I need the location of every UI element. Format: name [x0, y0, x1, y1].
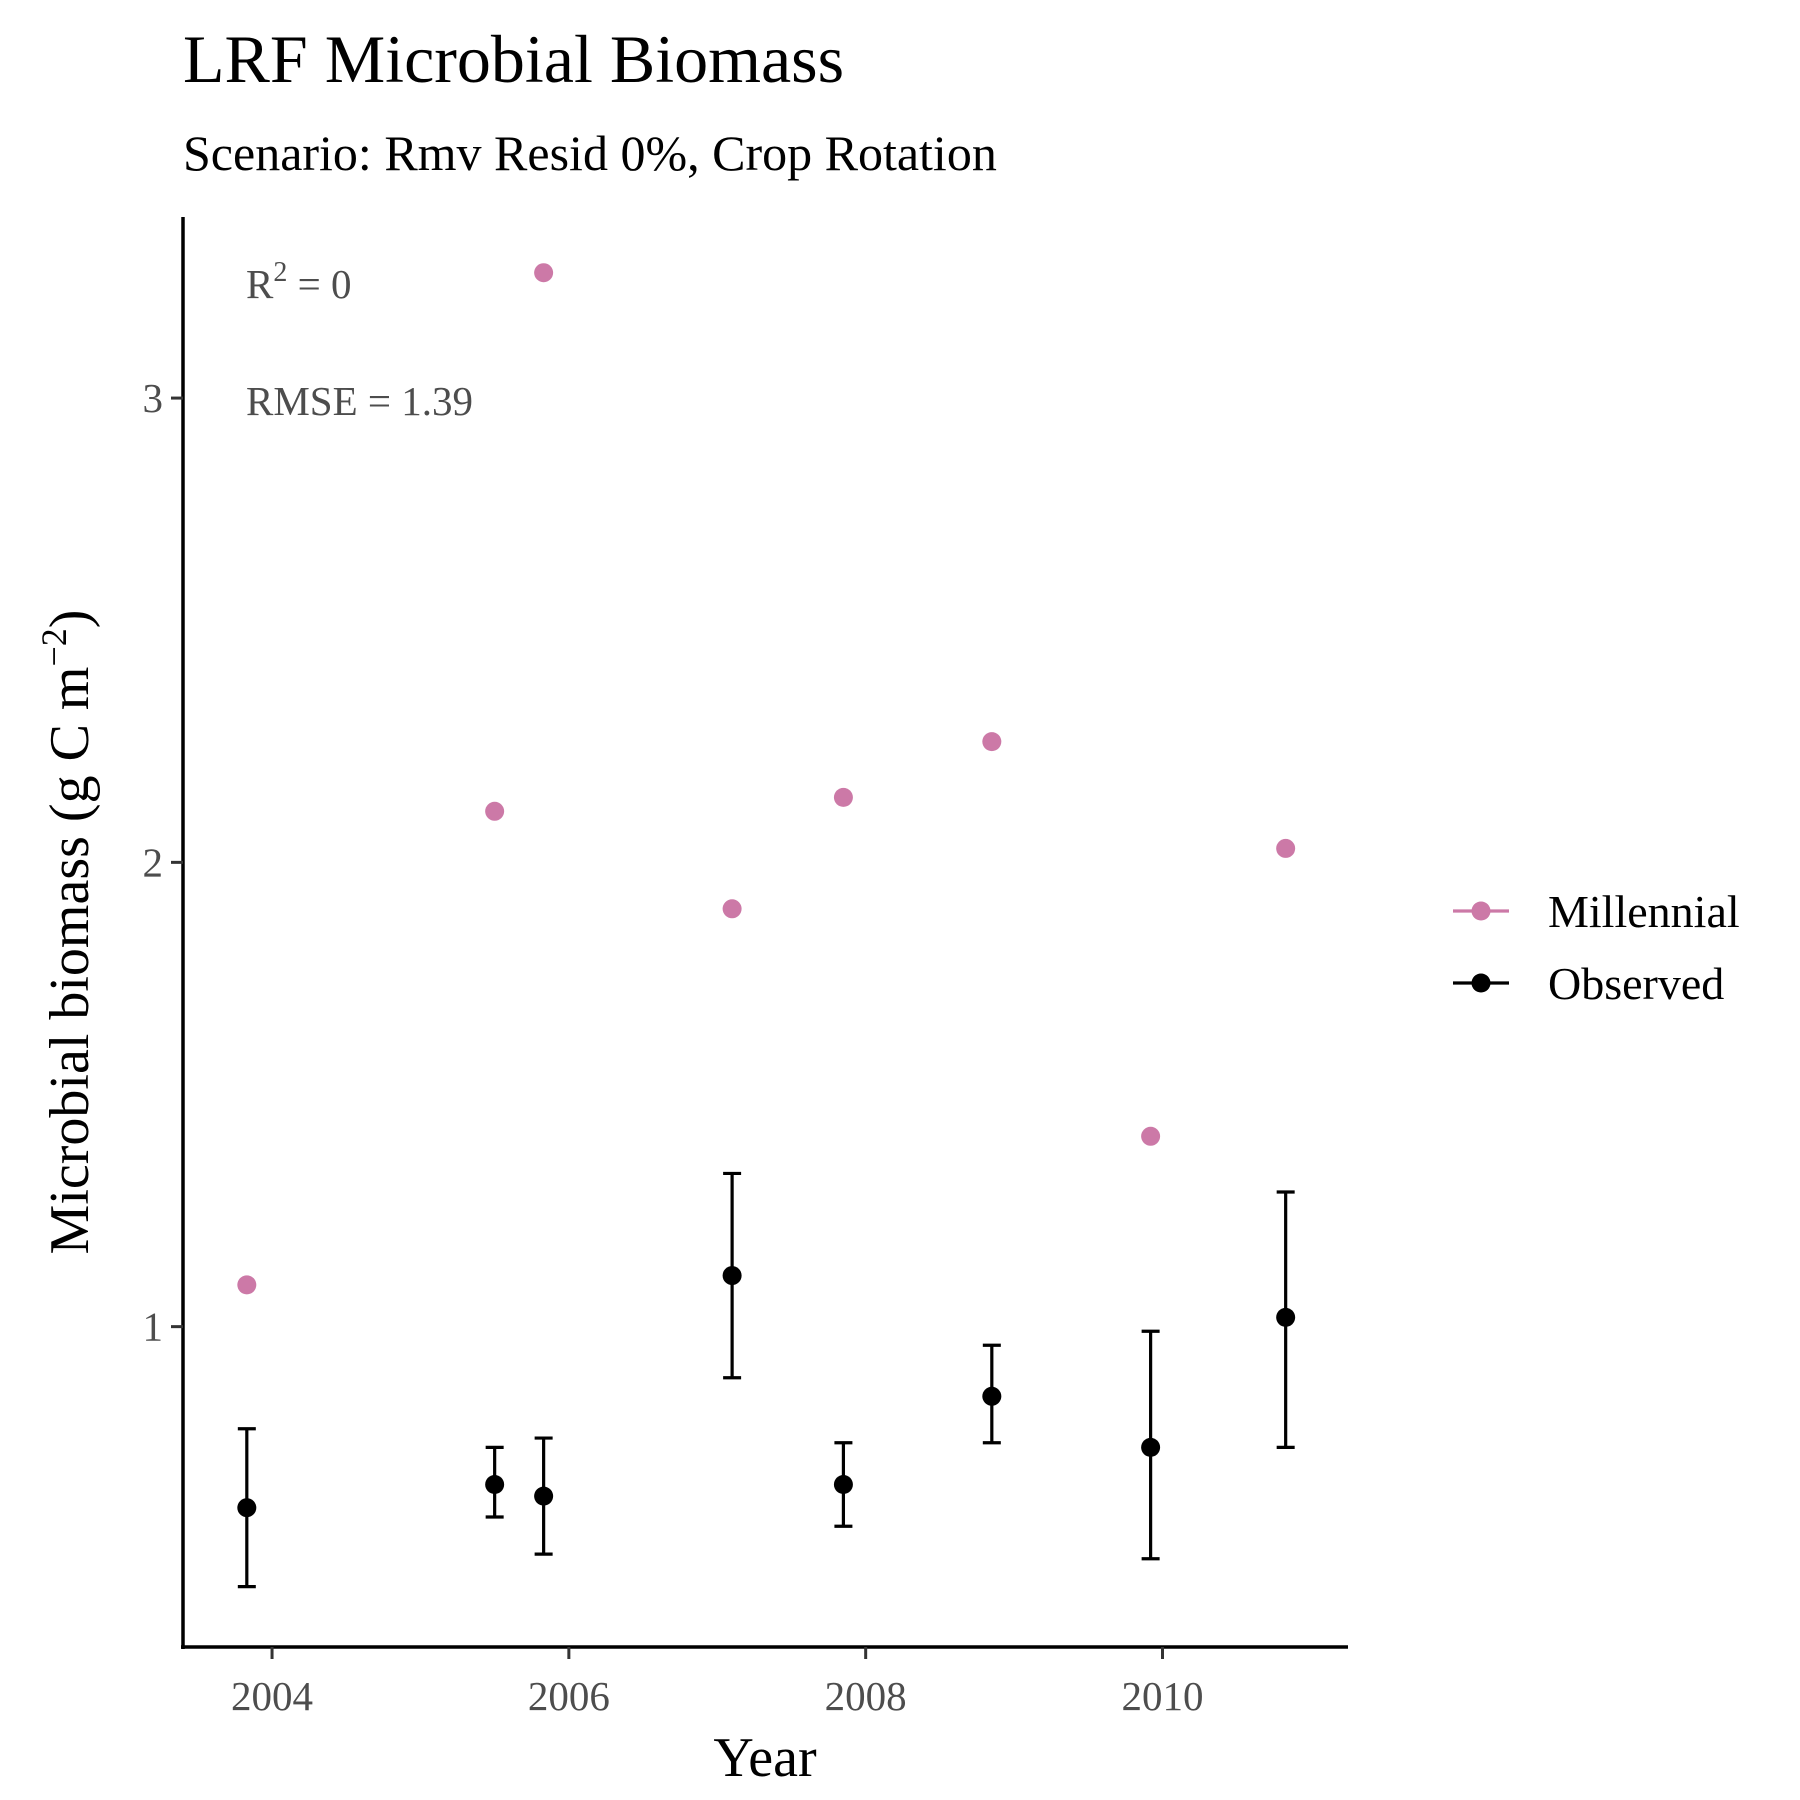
- data-points: [237, 263, 1296, 1518]
- r-squared-value: = 0: [287, 261, 351, 307]
- legend-key-millennial-point: [1471, 901, 1491, 921]
- observed-point: [1276, 1307, 1296, 1327]
- r-squared-annotation: R2 = 0: [246, 257, 351, 307]
- x-axis-title: Year: [713, 1727, 817, 1789]
- error-bars: [237, 1171, 1295, 1589]
- r-squared-superscript: 2: [273, 257, 287, 288]
- observed-point: [722, 1266, 742, 1286]
- millennial-point: [1276, 838, 1296, 858]
- legend-key-observed-point: [1471, 973, 1491, 993]
- y-axis-title: Microbial biomass (g C m−2): [34, 610, 101, 1255]
- observed-point: [1141, 1437, 1161, 1457]
- x-tick-label: 2006: [528, 1673, 610, 1719]
- chart-title: LRF Microbial Biomass: [183, 21, 844, 97]
- legend: Millennial Observed: [1453, 886, 1740, 1009]
- y-axis-ticks: 1 2 3: [143, 375, 183, 1350]
- millennial-point: [833, 787, 853, 807]
- x-axis-ticks: 2004 2006 2008 2010: [231, 1647, 1203, 1719]
- observed-point: [534, 1486, 554, 1506]
- millennial-point: [237, 1275, 257, 1295]
- y-tick-label: 2: [143, 839, 164, 885]
- r-squared-prefix: R: [246, 261, 274, 307]
- millennial-point: [534, 263, 554, 283]
- y-axis-title-close: ): [39, 610, 101, 629]
- legend-label-observed: Observed: [1548, 958, 1724, 1009]
- y-axis-title-main: Microbial biomass (g C m: [39, 667, 101, 1255]
- millennial-point: [722, 899, 742, 919]
- x-tick-label: 2004: [231, 1673, 313, 1719]
- x-tick-label: 2010: [1121, 1673, 1203, 1719]
- chart-subtitle: Scenario: Rmv Resid 0%, Crop Rotation: [183, 125, 997, 181]
- observed-point: [237, 1498, 257, 1518]
- plot-area: [237, 263, 1296, 1589]
- x-tick-label: 2008: [825, 1673, 907, 1719]
- millennial-point: [982, 732, 1002, 752]
- rmse-annotation: RMSE = 1.39: [246, 378, 473, 424]
- y-tick-label: 1: [143, 1304, 164, 1350]
- observed-point: [485, 1475, 505, 1494]
- millennial-point: [485, 801, 505, 821]
- millennial-point: [1141, 1126, 1161, 1146]
- observed-point: [982, 1386, 1002, 1406]
- y-axis-title-superscript: −2: [34, 628, 74, 666]
- legend-label-millennial: Millennial: [1548, 886, 1740, 937]
- observed-point: [833, 1475, 853, 1494]
- y-tick-label: 3: [143, 375, 164, 421]
